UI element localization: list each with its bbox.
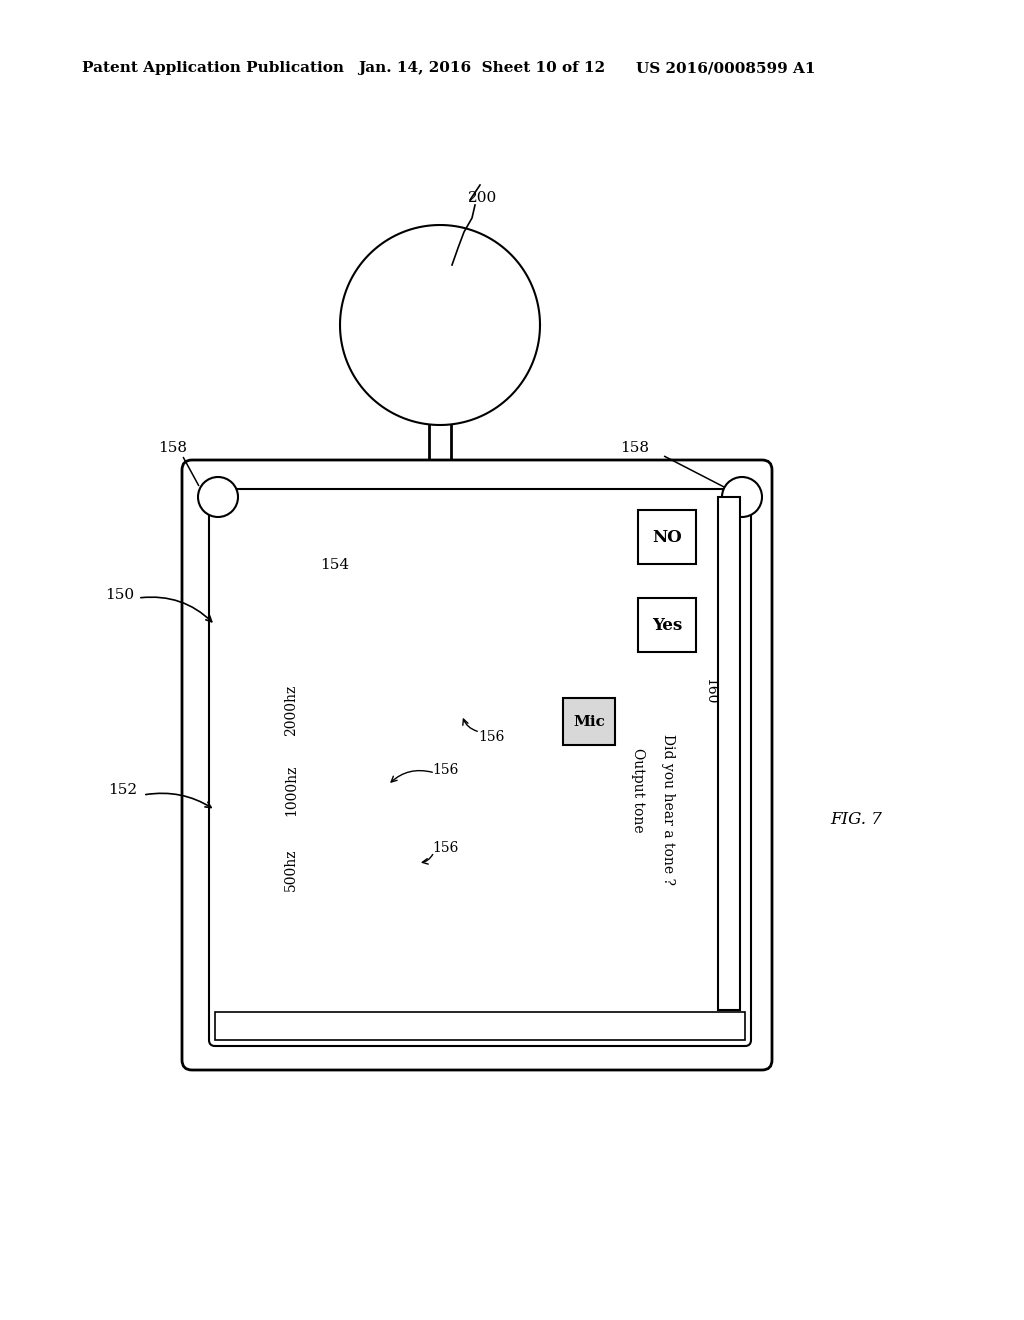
Bar <box>563 698 615 744</box>
Text: 156: 156 <box>432 841 459 855</box>
Text: 158: 158 <box>158 441 187 455</box>
Text: 2000hz: 2000hz <box>284 684 298 735</box>
Bar <box>638 598 696 652</box>
Text: 160: 160 <box>703 678 717 705</box>
Text: 1000hz: 1000hz <box>284 764 298 816</box>
Text: 158: 158 <box>620 441 649 455</box>
Circle shape <box>722 477 762 517</box>
Text: 154: 154 <box>319 558 349 572</box>
Text: Mic: Mic <box>573 714 605 729</box>
Text: Did you hear a tone ?: Did you hear a tone ? <box>662 734 675 886</box>
Text: Output tone: Output tone <box>631 747 645 833</box>
Text: Jan. 14, 2016  Sheet 10 of 12: Jan. 14, 2016 Sheet 10 of 12 <box>358 61 605 75</box>
Text: 156: 156 <box>478 730 505 744</box>
Text: http:www.hearingserver...: http:www.hearingserver... <box>393 1019 567 1032</box>
Bar <box>718 498 740 1010</box>
Text: 500hz: 500hz <box>284 849 298 891</box>
Bar <box>638 510 696 564</box>
Text: NO: NO <box>652 528 682 545</box>
Circle shape <box>198 477 238 517</box>
FancyBboxPatch shape <box>182 459 772 1071</box>
Text: FIG. 7: FIG. 7 <box>830 812 882 829</box>
Text: 200: 200 <box>468 191 498 205</box>
Text: 156: 156 <box>432 763 459 777</box>
FancyBboxPatch shape <box>209 488 751 1045</box>
Text: Yes: Yes <box>652 616 682 634</box>
Text: US 2016/0008599 A1: US 2016/0008599 A1 <box>636 61 815 75</box>
Text: 152: 152 <box>108 783 137 797</box>
Text: 150: 150 <box>105 587 134 602</box>
Text: Patent Application Publication: Patent Application Publication <box>82 61 344 75</box>
Bar <box>215 1012 745 1040</box>
